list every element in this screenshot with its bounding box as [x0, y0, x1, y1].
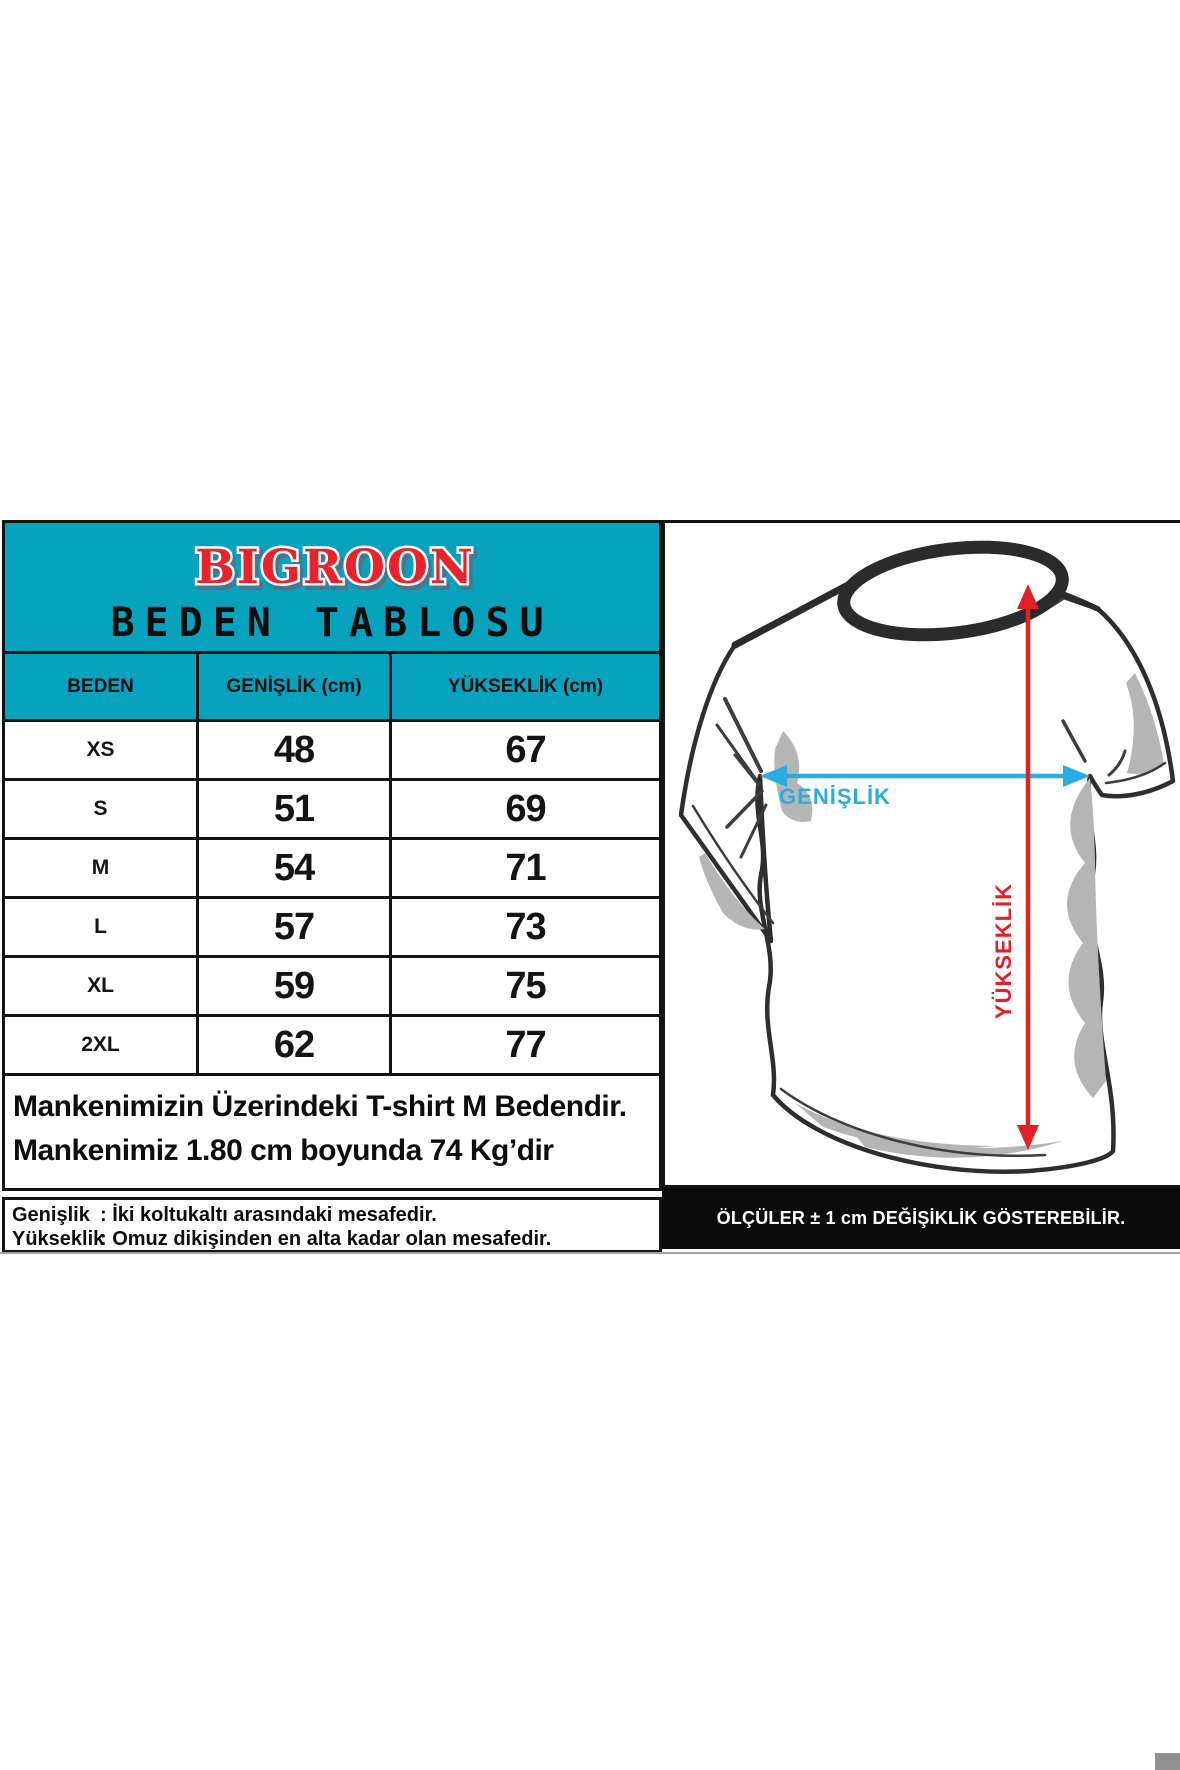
corner-mark [1155, 1753, 1180, 1770]
disclaimer-text: ÖLÇÜLER ± 1 cm DEĞİŞİKLİK GÖSTEREBİLİR. [716, 1208, 1126, 1228]
definition-term: Genişlik [12, 1204, 90, 1226]
size-cell: XL [5, 958, 199, 1017]
column-header-height: YÜKSEKLİK (cm) [392, 654, 659, 722]
height-cell: 75 [392, 958, 659, 1017]
height-cell: 71 [392, 840, 659, 899]
brand-header: BIGROON BIGROON BEDEN TABLOSU [5, 523, 659, 654]
tshirt-diagram-panel: GENİŞLİK YÜKSEKLİK [662, 520, 1180, 1188]
size-cell: L [5, 899, 199, 958]
model-note: Mankenimizin Üzerindeki T-shirt M Bedend… [5, 1076, 659, 1188]
width-cell: 59 [199, 958, 392, 1017]
height-label: YÜKSEKLİK [991, 883, 1016, 1019]
collar [837, 540, 1069, 642]
definition-row: Genişlik : İki koltukaltı arasındaki mes… [12, 1203, 659, 1227]
brand-logo-text: BIGROON [195, 540, 475, 595]
size-cell: XS [5, 722, 199, 781]
model-note-line2: Mankenimiz 1.80 cm boyunda 74 Kg’dir [13, 1134, 554, 1167]
size-table-panel: BIGROON BIGROON BEDEN TABLOSU BEDEN GENİ… [2, 520, 662, 1191]
width-cell: 51 [199, 781, 392, 840]
brand-logo: BIGROON BIGROON [193, 538, 479, 603]
height-cell: 73 [392, 899, 659, 958]
width-cell: 57 [199, 899, 392, 958]
left-shoulder-seam [731, 581, 852, 649]
column-header-size: BEDEN [5, 654, 199, 722]
width-cell: 54 [199, 840, 392, 899]
size-table: BEDEN GENİŞLİK (cm) YÜKSEKLİK (cm) XS 48… [5, 654, 659, 1076]
tshirt-diagram: GENİŞLİK YÜKSEKLİK [678, 540, 1176, 1174]
table-title: BEDEN TABLOSU [110, 600, 554, 646]
definition-row: Yükseklik : Omuz dikişinden en alta kada… [12, 1227, 659, 1251]
height-cell: 67 [392, 722, 659, 781]
height-cell: 77 [392, 1017, 659, 1076]
size-cell: M [5, 840, 199, 899]
definition-description: : İki koltukaltı arasındaki mesafedir. [100, 1204, 437, 1226]
brand-logo-shadow: BIGROON [198, 544, 478, 599]
definition-description: : Omuz dikişinden en alta kadar olan mes… [100, 1228, 552, 1250]
definition-term: Yükseklik [12, 1228, 105, 1250]
width-cell: 48 [199, 722, 392, 781]
width-cell: 62 [199, 1017, 392, 1076]
width-arrow-icon [760, 765, 1090, 787]
definitions-box: Genişlik : İki koltukaltı arasındaki mes… [2, 1197, 662, 1253]
width-label: GENİŞLİK [779, 784, 891, 809]
column-header-width: GENİŞLİK (cm) [199, 654, 392, 722]
size-cell: 2XL [5, 1017, 199, 1076]
height-cell: 69 [392, 781, 659, 840]
model-note-line1: Mankenimizin Üzerindeki T-shirt M Bedend… [13, 1090, 627, 1123]
size-cell: S [5, 781, 199, 840]
bottom-hairline [0, 1252, 1180, 1254]
disclaimer-bar: ÖLÇÜLER ± 1 cm DEĞİŞİKLİK GÖSTEREBİLİR. [662, 1188, 1180, 1249]
height-arrow-icon [1017, 584, 1039, 1150]
